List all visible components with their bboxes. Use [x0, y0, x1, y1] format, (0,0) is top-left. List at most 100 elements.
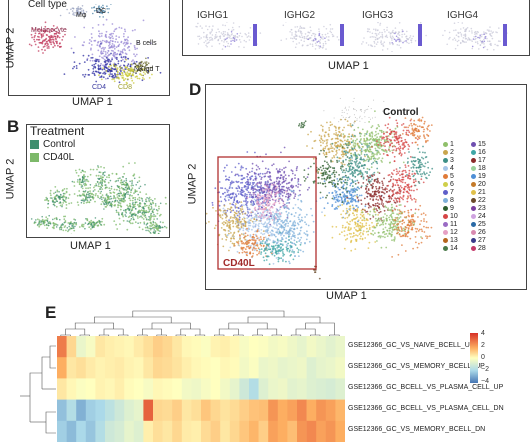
melanocyte-cell — [48, 47, 50, 49]
cluster-cell — [211, 204, 214, 206]
control-cell — [151, 199, 154, 202]
cluster-cell — [266, 229, 269, 232]
cd40l-cell — [155, 223, 158, 226]
cluster-cell — [379, 135, 382, 138]
gene-cell — [293, 36, 295, 38]
control-cell — [71, 223, 73, 225]
cluster-cell — [260, 213, 263, 216]
cluster-cell — [319, 197, 322, 200]
cd40l-cell — [94, 185, 96, 187]
cluster-cell — [276, 191, 279, 193]
gene-cell — [227, 36, 229, 38]
cd8-cell — [108, 73, 111, 76]
cluster-cell — [258, 220, 260, 222]
cluster-cell — [269, 178, 271, 181]
melanocyte-cell — [53, 35, 55, 38]
cluster-cell — [266, 193, 269, 196]
gene-cell-expr — [233, 37, 236, 40]
gene-cell — [290, 37, 292, 39]
cluster-cell — [370, 163, 373, 165]
cluster-cell — [368, 176, 371, 179]
control-cell — [122, 181, 124, 183]
control-cell — [102, 173, 104, 176]
cluster-cell — [254, 175, 257, 178]
cluster-cell — [342, 184, 345, 186]
cluster-cell — [362, 146, 364, 148]
cluster-cell — [251, 170, 253, 173]
cluster-cell — [267, 181, 269, 184]
cluster-cell — [348, 178, 351, 180]
gene-cell — [209, 39, 211, 42]
cluster-cell — [351, 171, 354, 174]
mphi-cell — [79, 8, 82, 11]
cd40l-cell — [136, 204, 139, 206]
cluster-cell — [260, 232, 263, 235]
cluster-cell — [290, 178, 293, 181]
gene-cell — [464, 35, 467, 37]
cd40l-cell — [138, 180, 141, 182]
cluster-cell — [220, 200, 223, 203]
b-cell — [88, 39, 91, 41]
cd40l-cell — [59, 204, 62, 207]
cd8-cell — [124, 78, 127, 80]
cd4-cell — [141, 79, 144, 82]
cluster-cell — [259, 182, 262, 185]
cd40l-cell — [145, 198, 147, 201]
cd40l-cell — [131, 179, 133, 182]
cluster-cell — [263, 199, 266, 202]
cluster-cell — [298, 214, 301, 217]
control-cell — [110, 197, 113, 200]
cluster-cell — [393, 136, 396, 138]
gene-cell — [211, 34, 214, 36]
melanocyte-cell — [52, 36, 54, 39]
cluster-cell — [251, 167, 254, 170]
cluster-cell — [263, 188, 266, 190]
melanocyte-cell — [38, 36, 40, 38]
cluster-cell — [286, 215, 289, 217]
dc-cell — [100, 6, 103, 8]
cluster-cell — [260, 238, 262, 241]
cluster-cell — [386, 127, 389, 129]
cluster-cell — [254, 225, 257, 228]
cd40l-cell — [119, 202, 122, 205]
cd40l-cell — [89, 168, 92, 171]
cluster-cell — [238, 244, 241, 247]
cluster-cell — [288, 195, 291, 198]
cluster-cell — [377, 171, 379, 174]
cluster-cell — [280, 212, 283, 214]
cluster-cell — [371, 133, 374, 135]
cluster-cell — [383, 136, 385, 139]
cd40l-cell — [81, 187, 84, 190]
cluster-cell — [337, 133, 340, 136]
cluster-cell — [221, 214, 224, 216]
cd8-cell — [144, 73, 146, 75]
control-cell — [147, 229, 149, 232]
b-cell — [119, 50, 122, 53]
b-cell — [120, 53, 123, 56]
cluster-cell — [213, 227, 216, 230]
cd40l-cell — [139, 191, 142, 194]
control-cell — [80, 186, 83, 188]
cluster-cell — [237, 162, 240, 165]
cd4-cell — [101, 68, 104, 71]
gene-cell — [460, 35, 463, 37]
cluster-cell — [348, 197, 351, 200]
gene-cell — [231, 33, 233, 35]
cluster-cell — [291, 230, 294, 233]
cluster-cell — [215, 224, 217, 227]
control-cell — [103, 203, 105, 206]
control-cell — [126, 183, 128, 186]
cluster-cell — [293, 225, 295, 227]
cluster-cell — [395, 119, 398, 122]
gene-cell-expr — [481, 40, 483, 43]
control-cell — [114, 199, 117, 201]
cluster-cell — [343, 126, 345, 129]
nkgdt-cell — [149, 66, 151, 69]
cluster-cell — [253, 193, 255, 196]
cd40l-cell — [138, 216, 141, 218]
gene-cell — [228, 37, 231, 39]
cluster-cell — [397, 147, 400, 149]
gene-cell — [384, 35, 387, 38]
cluster-cell — [374, 110, 376, 113]
b-cell — [97, 49, 100, 52]
